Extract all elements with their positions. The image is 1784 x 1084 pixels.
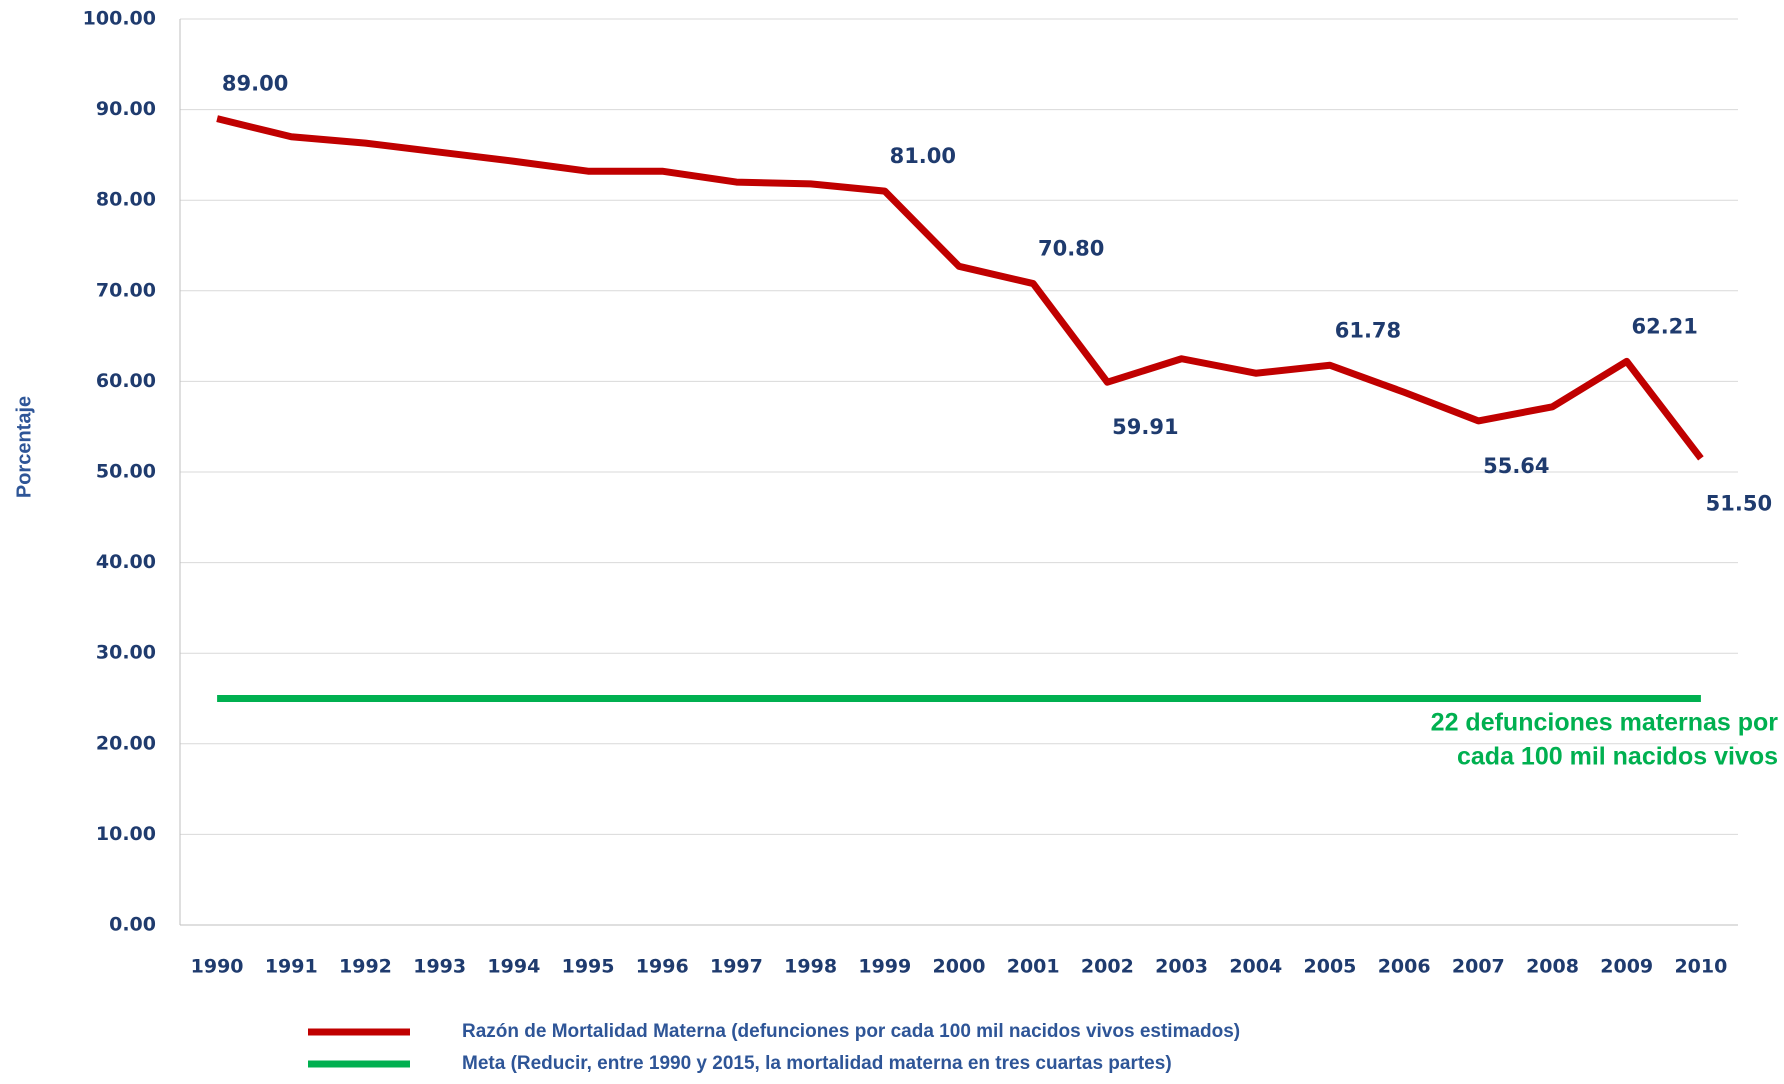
- y-tick-label: 100.00: [83, 8, 156, 30]
- y-tick-label: 30.00: [96, 642, 156, 664]
- data-label: 89.00: [222, 72, 288, 96]
- legend-label: Meta (Reducir, entre 1990 y 2015, la mor…: [462, 1053, 1172, 1074]
- y-tick-label: 90.00: [96, 98, 156, 120]
- x-tick-label: 2009: [1600, 956, 1653, 978]
- x-tick-label: 2007: [1452, 956, 1505, 978]
- x-tick-label: 1993: [413, 956, 466, 978]
- data-label: 61.78: [1335, 318, 1401, 342]
- x-tick-label: 1995: [562, 956, 615, 978]
- data-label: 59.91: [1112, 415, 1178, 439]
- y-tick-label: 0.00: [109, 914, 156, 936]
- x-tick-label: 2005: [1304, 956, 1357, 978]
- x-tick-label: 1992: [339, 956, 392, 978]
- x-tick-label: 2010: [1674, 956, 1727, 978]
- y-tick-label: 80.00: [96, 189, 156, 211]
- y-tick-label: 60.00: [96, 370, 156, 392]
- y-axis-title: Porcentaje: [13, 396, 35, 498]
- x-tick-label: 1999: [858, 956, 911, 978]
- x-tick-label: 1991: [265, 956, 318, 978]
- x-tick-label: 1997: [710, 956, 763, 978]
- data-label: 81.00: [890, 144, 956, 168]
- x-tick-label: 1994: [487, 956, 540, 978]
- x-tick-label: 1998: [784, 956, 837, 978]
- x-tick-label: 1990: [191, 956, 244, 978]
- series-line: [216, 115, 1704, 461]
- x-tick-label: 1996: [636, 956, 689, 978]
- x-tick-label: 2001: [1007, 956, 1060, 978]
- x-tick-label: 2002: [1081, 956, 1134, 978]
- data-label: 55.64: [1483, 454, 1549, 478]
- y-tick-label: 50.00: [96, 461, 156, 483]
- data-label: 51.50: [1706, 491, 1772, 515]
- x-tick-label: 2004: [1229, 956, 1282, 978]
- x-tick-label: 2000: [933, 956, 986, 978]
- x-tick-label: 2006: [1378, 956, 1431, 978]
- legend-label: Razón de Mortalidad Materna (defunciones…: [462, 1021, 1240, 1042]
- y-tick-label: 20.00: [96, 732, 156, 754]
- data-label: 62.21: [1631, 314, 1697, 338]
- y-tick-label: 10.00: [96, 823, 156, 845]
- annotation: cada 100 mil nacidos vivos: [1457, 743, 1778, 771]
- x-tick-label: 2008: [1526, 956, 1579, 978]
- x-tick-label: 2003: [1155, 956, 1208, 978]
- y-tick-label: 70.00: [96, 279, 156, 301]
- annotation: 22 defunciones maternas por: [1431, 709, 1779, 737]
- data-label: 70.80: [1038, 237, 1104, 261]
- y-tick-label: 40.00: [96, 551, 156, 573]
